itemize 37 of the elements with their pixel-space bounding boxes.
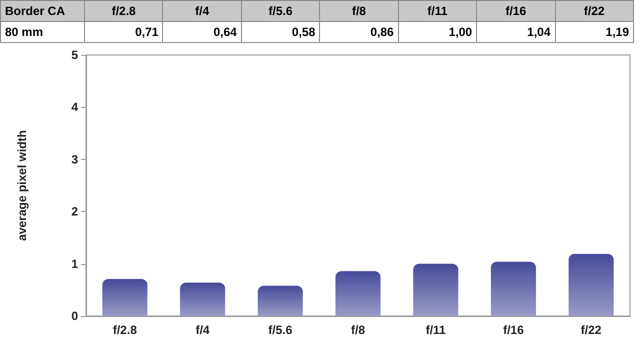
x-tick-label: f/22 — [580, 323, 602, 337]
data-label: 1,00 — [398, 22, 477, 42]
data-label: 1,19 — [555, 22, 634, 42]
data-label: 0,64 — [162, 22, 242, 42]
x-tick-label: f/5.6 — [268, 323, 293, 337]
x-tick-label: f/4 — [196, 323, 210, 337]
category-label: f/8 — [352, 4, 366, 18]
x-tick-label: f/2.8 — [112, 323, 138, 337]
category-label: f/16 — [505, 4, 526, 18]
y-tick-label: 0 — [71, 309, 78, 323]
bar — [102, 278, 148, 316]
bar — [335, 271, 381, 316]
y-tick-label: 5 — [71, 48, 78, 62]
bar — [180, 282, 226, 316]
y-tick-label: 2 — [71, 204, 78, 219]
bar — [490, 262, 536, 316]
category-label: f/11 — [427, 4, 448, 18]
data-label: 0,86 — [320, 22, 398, 42]
x-tick-label: f/16 — [503, 323, 524, 337]
y-tick-label: 3 — [71, 152, 78, 166]
category-label: f/5.6 — [268, 4, 293, 18]
y-tick-label: 4 — [71, 100, 78, 114]
text: 80 mm — [0, 22, 84, 42]
bar — [568, 254, 614, 316]
data-label: 1,04 — [476, 22, 556, 42]
y-tick-label: 1 — [71, 256, 78, 271]
category-label: f/2.8 — [112, 4, 136, 18]
category-label: f/22 — [584, 4, 605, 18]
data-label: 0,58 — [241, 22, 320, 42]
chart-title: Border CA — [0, 0, 84, 22]
bar — [258, 286, 303, 316]
category-label: f/4 — [195, 4, 210, 18]
data-label: 0,71 — [84, 22, 163, 42]
x-tick-label: f/8 — [350, 323, 366, 337]
y-axis-title: average pixel width — [15, 130, 29, 241]
x-tick-label: f/11 — [426, 323, 446, 337]
bar — [413, 264, 458, 316]
